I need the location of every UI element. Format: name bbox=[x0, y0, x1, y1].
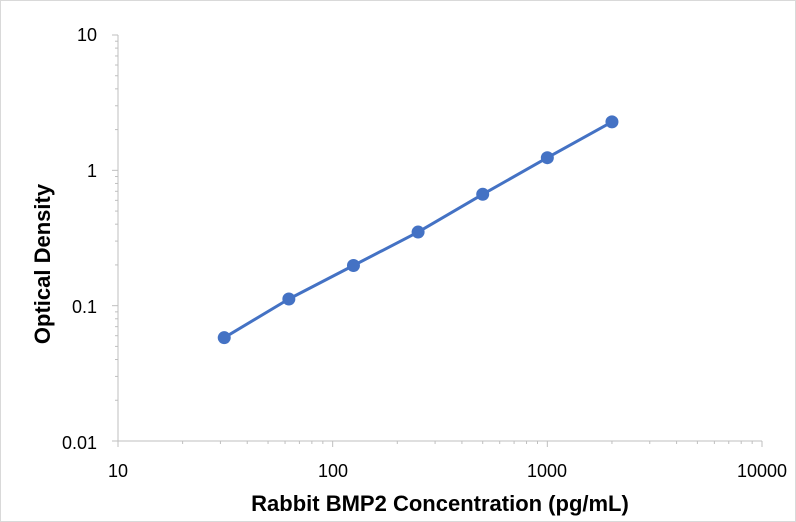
y-tick-label-0.01: 0.01 bbox=[62, 433, 97, 453]
x-axis-title: Rabbit BMP2 Concentration (pg/mL) bbox=[251, 491, 629, 516]
x-tick-label-100: 100 bbox=[318, 461, 348, 481]
y-tick-label-10: 10 bbox=[77, 25, 97, 45]
series-group bbox=[217, 115, 619, 345]
y-tick-labels: 10 1 0.1 0.01 bbox=[62, 25, 97, 453]
data-point-1 bbox=[282, 292, 296, 306]
data-point-2 bbox=[346, 259, 360, 273]
data-point-4 bbox=[476, 187, 490, 201]
y-axis-title: Optical Density bbox=[30, 183, 55, 344]
x-tick-label-10000: 10000 bbox=[737, 461, 787, 481]
data-point-6 bbox=[605, 115, 619, 129]
y-tick-label-1: 1 bbox=[87, 161, 97, 181]
y-tick-label-0.1: 0.1 bbox=[72, 297, 97, 317]
x-tick-label-1000: 1000 bbox=[527, 461, 567, 481]
x-tick-label-10: 10 bbox=[108, 461, 128, 481]
data-point-5 bbox=[540, 151, 554, 165]
data-point-3 bbox=[411, 225, 425, 239]
axes bbox=[112, 34, 763, 447]
data-point-0 bbox=[217, 331, 231, 345]
x-tick-labels: 10 100 1000 10000 bbox=[108, 461, 787, 481]
